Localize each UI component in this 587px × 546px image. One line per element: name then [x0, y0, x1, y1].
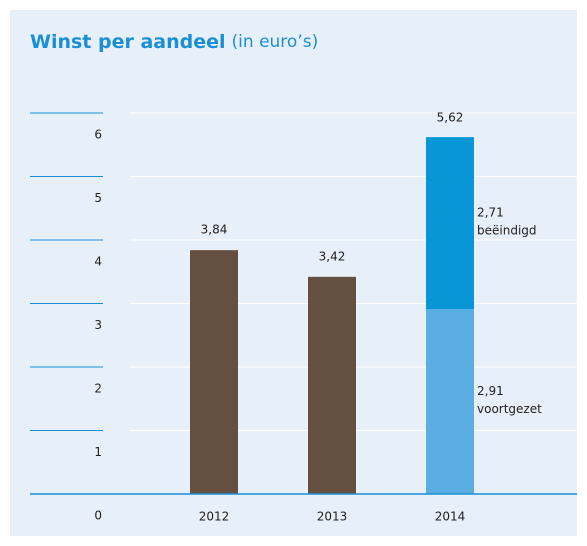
- y-tick-label: 3: [94, 318, 102, 332]
- x-tick-label: 2012: [199, 510, 230, 524]
- chart-title: Winst per aandeel: [30, 31, 226, 53]
- chart-title-group: Winst per aandeel (in euro’s): [30, 31, 318, 53]
- segment-value-label: 2,71: [477, 206, 504, 220]
- y-tick-label: 0: [94, 509, 102, 523]
- bar-segment: [426, 137, 474, 310]
- chart-subtitle: (in euro’s): [232, 32, 319, 52]
- y-tick-label: 2: [94, 382, 102, 396]
- value-label: 3,42: [319, 249, 346, 263]
- segment-name-label: voortgezet: [477, 402, 542, 416]
- y-tick-label: 1: [94, 445, 102, 459]
- bar-segment: [426, 309, 474, 494]
- y-tick-label: 6: [94, 128, 102, 142]
- bar-segment: [190, 250, 238, 494]
- y-tick-label: 5: [94, 191, 102, 205]
- panel: [10, 10, 577, 536]
- x-tick-label: 2013: [317, 510, 348, 524]
- x-tick-label: 2014: [435, 510, 466, 524]
- total-label: 5,62: [437, 111, 464, 125]
- segment-value-label: 2,91: [477, 384, 504, 398]
- value-label: 3,84: [201, 223, 228, 237]
- bar-segment: [308, 276, 356, 494]
- segment-name-label: beëindigd: [477, 224, 537, 238]
- y-tick-label: 4: [94, 255, 102, 269]
